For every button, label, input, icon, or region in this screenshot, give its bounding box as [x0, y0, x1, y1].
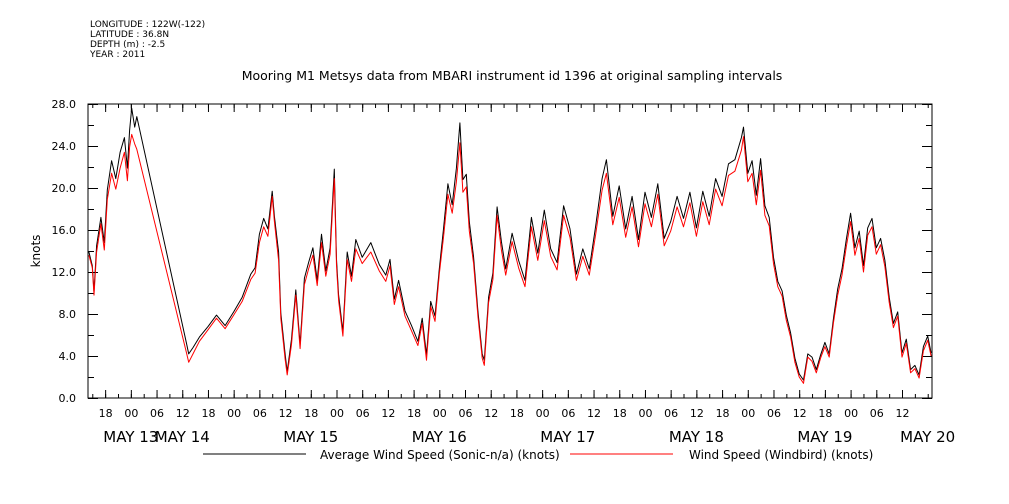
x-tick-label: 00 — [330, 407, 344, 420]
series-line-sonic — [88, 107, 932, 381]
chart-title: Mooring M1 Metsys data from MBARI instru… — [242, 68, 783, 83]
x-tick-label: 00 — [124, 407, 138, 420]
x-tick-label: 18 — [716, 407, 730, 420]
series-layer — [88, 107, 932, 384]
x-tick-label: 18 — [99, 407, 113, 420]
y-tick-label: 0.0 — [59, 392, 77, 405]
x-tick-label: 18 — [613, 407, 627, 420]
x-tick-label: 12 — [279, 407, 293, 420]
legend-label-windbird: Wind Speed (Windbird) (knots) — [689, 448, 873, 462]
legend: Average Wind Speed (Sonic-n/a) (knots) W… — [203, 448, 873, 462]
x-tick-label: 06 — [664, 407, 678, 420]
x-tick-label: 18 — [510, 407, 524, 420]
x-tick-label: 06 — [561, 407, 575, 420]
x-tick-label: 12 — [587, 407, 601, 420]
axes-layer: 18 00 06 12 18 00 06 12 18 00 06 12 18 00 06 12 18 00 06 12… — [52, 98, 956, 446]
series-line-windbird — [88, 133, 932, 384]
x-tick-label: 00 — [741, 407, 755, 420]
x-tick-label: 18 — [407, 407, 421, 420]
x-tick-label: 12 — [793, 407, 807, 420]
y-tick-label: 16.0 — [52, 224, 77, 237]
x-date-label: MAY 16 — [412, 428, 467, 446]
x-tick-label: 06 — [150, 407, 164, 420]
x-tick-label: 00 — [433, 407, 447, 420]
metadata-depth: DEPTH (m) : -2.5 — [90, 40, 166, 50]
x-tick-label: 00 — [638, 407, 652, 420]
x-tick-label: 12 — [484, 407, 498, 420]
x-date-label: MAY 18 — [669, 428, 724, 446]
x-date-label: MAY 14 — [155, 428, 210, 446]
metadata-latitude: LATITUDE : 36.8N — [90, 30, 170, 40]
x-tick-label: 12 — [896, 407, 910, 420]
metadata-year: YEAR : 2011 — [90, 50, 146, 60]
x-tick-label: 06 — [870, 407, 884, 420]
y-tick-label: 12.0 — [52, 266, 77, 279]
legend-label-sonic: Average Wind Speed (Sonic-n/a) (knots) — [320, 448, 560, 462]
y-tick-label: 28.0 — [52, 98, 77, 111]
y-tick-label: 20.0 — [52, 182, 77, 195]
x-tick-label: 00 — [536, 407, 550, 420]
x-tick-label: 12 — [381, 407, 395, 420]
x-tick-label: 06 — [356, 407, 370, 420]
x-tick-label: 12 — [690, 407, 704, 420]
metadata-block: LONGITUDE : 122W(-122) LATITUDE : 36.8N … — [90, 20, 205, 60]
x-date-label: MAY 19 — [797, 428, 852, 446]
x-tick-label: 06 — [459, 407, 473, 420]
y-tick-label: 4.0 — [59, 350, 77, 363]
x-date-label: MAY 20 — [900, 428, 955, 446]
x-tick-label: 18 — [304, 407, 318, 420]
x-tick-label: 00 — [227, 407, 241, 420]
x-date-label: MAY 13 — [103, 428, 158, 446]
y-tick-label: 24.0 — [52, 140, 77, 153]
x-tick-label: 00 — [844, 407, 858, 420]
x-date-label: MAY 15 — [283, 428, 338, 446]
y-axis-label: knots — [29, 235, 43, 268]
x-tick-label: 06 — [767, 407, 781, 420]
metadata-longitude: LONGITUDE : 122W(-122) — [90, 20, 206, 30]
y-tick-label: 8.0 — [59, 308, 77, 321]
x-tick-label: 18 — [818, 407, 832, 420]
x-tick-label: 06 — [253, 407, 267, 420]
x-tick-label: 12 — [176, 407, 190, 420]
x-date-label: MAY 17 — [540, 428, 595, 446]
x-tick-label: 18 — [201, 407, 215, 420]
